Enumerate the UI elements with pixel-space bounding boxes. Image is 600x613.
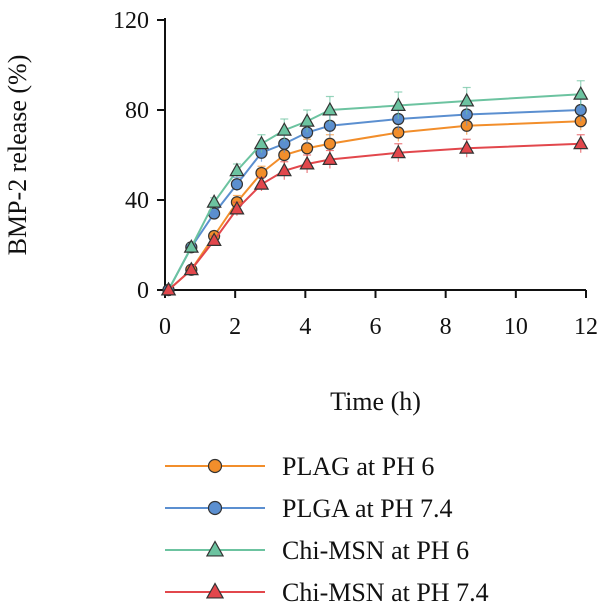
y-axis-title: BMP-2 release (%) xyxy=(3,55,32,256)
x-tick-label: 8 xyxy=(440,314,452,340)
data-point xyxy=(459,140,475,154)
legend-label: Chi-MSN at PH 7.4 xyxy=(282,578,489,607)
series-plga-at-ph-7-4 xyxy=(162,98,587,297)
data-point xyxy=(573,135,589,150)
legend-item: Chi-MSN at PH 6 xyxy=(165,536,469,565)
data-point xyxy=(276,122,292,136)
data-point xyxy=(322,101,338,116)
legend-item: PLGA at PH 7.4 xyxy=(165,494,452,523)
legend-label: PLAG at PH 6 xyxy=(282,452,434,481)
y-tick-label: 40 xyxy=(125,188,149,214)
data-point xyxy=(253,176,270,190)
legend-marker xyxy=(205,582,225,599)
data-point xyxy=(299,113,315,127)
data-point xyxy=(276,162,292,177)
chart-axes: 0 40 80 120 0 2 4 6 8 10 12 xyxy=(113,8,598,340)
data-point xyxy=(573,86,589,100)
data-point xyxy=(322,151,338,165)
data-point xyxy=(206,194,222,208)
legend-marker xyxy=(207,458,223,474)
x-tick-label: 6 xyxy=(370,314,382,340)
data-point xyxy=(253,135,270,150)
legend-label: Chi-MSN at PH 6 xyxy=(282,536,469,565)
y-tick-label: 80 xyxy=(125,98,149,124)
data-point xyxy=(390,97,406,112)
chart-series xyxy=(160,80,589,297)
x-tick-label: 0 xyxy=(159,314,171,340)
legend-label: PLGA at PH 7.4 xyxy=(282,494,452,523)
data-point xyxy=(390,144,406,159)
x-tick-label: 12 xyxy=(574,314,598,340)
data-point xyxy=(323,137,336,150)
x-tick-label: 10 xyxy=(504,314,528,340)
series-chi-msn-at-ph-6 xyxy=(160,80,589,296)
data-point xyxy=(160,281,177,296)
x-tick-label: 2 xyxy=(229,314,241,340)
chart-legend: PLAG at PH 6 PLGA at PH 7.4 Chi-MSN at PH … xyxy=(165,452,489,607)
legend-item: PLAG at PH 6 xyxy=(165,452,434,481)
x-tick-label: 4 xyxy=(299,314,311,340)
legend-item: Chi-MSN at PH 7.4 xyxy=(165,578,489,607)
data-point xyxy=(300,142,314,155)
data-point xyxy=(230,178,244,191)
data-point xyxy=(229,200,245,215)
legend-marker xyxy=(207,500,223,516)
data-point xyxy=(206,232,222,246)
legend-marker xyxy=(205,540,225,557)
series-line xyxy=(167,142,581,291)
y-tick-label: 120 xyxy=(113,8,149,34)
data-point xyxy=(459,92,475,107)
data-point xyxy=(299,155,315,170)
data-point xyxy=(183,239,199,253)
series-plag-at-ph-6 xyxy=(162,111,587,297)
data-point xyxy=(183,261,199,276)
series-chi-msn-at-ph-7-4 xyxy=(160,134,589,296)
y-tick-label: 0 xyxy=(137,278,149,304)
data-point xyxy=(229,162,245,177)
x-axis-title: Time (h) xyxy=(330,387,421,416)
